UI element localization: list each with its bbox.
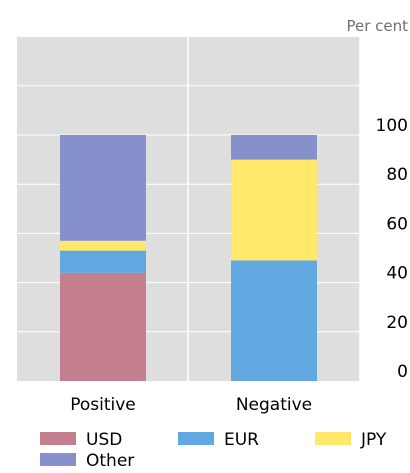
legend-label-usd: USD bbox=[86, 430, 122, 450]
y-tick-label: 0 bbox=[397, 362, 408, 382]
legend-swatch-eur bbox=[178, 432, 214, 445]
y-tick-label: 40 bbox=[386, 264, 408, 284]
bar-positive-eur bbox=[60, 250, 146, 273]
legend-label-eur: EUR bbox=[224, 430, 259, 450]
bar-positive-jpy bbox=[60, 240, 146, 251]
bar-negative-eur bbox=[231, 260, 317, 381]
bar-negative-jpy bbox=[231, 159, 317, 261]
legend-label-jpy: JPY bbox=[360, 430, 387, 450]
legend-swatch-jpy bbox=[315, 432, 351, 445]
y-tick-label: 20 bbox=[386, 313, 408, 333]
bar-negative-other bbox=[231, 135, 317, 160]
y-axis-ticks: 0 20 40 60 80 100 bbox=[376, 116, 408, 382]
bars bbox=[60, 135, 317, 381]
y-tick-label: 60 bbox=[386, 214, 408, 234]
y-tick-label: 80 bbox=[386, 165, 408, 185]
legend-swatch-other bbox=[40, 453, 76, 466]
y-tick-label: 100 bbox=[376, 116, 408, 136]
bar-positive-other bbox=[60, 135, 146, 241]
x-category-label: Positive bbox=[70, 395, 136, 415]
x-category-label: Negative bbox=[236, 395, 312, 415]
legend-label-other: Other bbox=[86, 451, 134, 471]
bar-positive-usd bbox=[60, 272, 146, 381]
x-axis-categories: Positive Negative bbox=[70, 395, 312, 415]
unit-label: Per cent bbox=[346, 17, 408, 35]
legend-swatch-usd bbox=[40, 432, 76, 445]
legend: USD EUR JPY Other bbox=[40, 430, 387, 471]
